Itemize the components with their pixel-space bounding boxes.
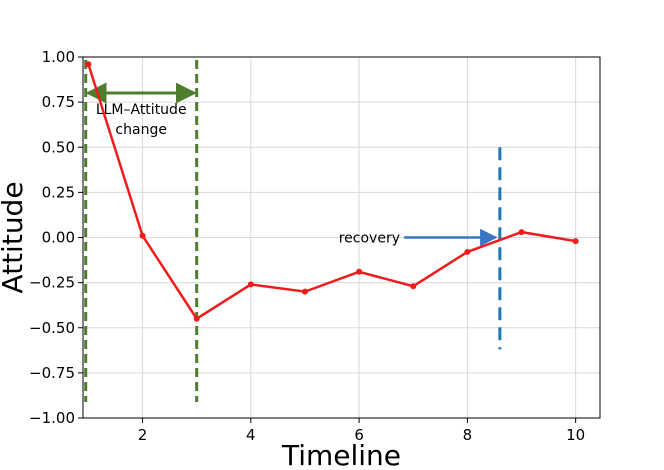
y-tick-label: −0.75 (29, 364, 75, 382)
y-tick-label: −0.50 (29, 319, 75, 337)
y-axis-label: Attitude (0, 181, 29, 293)
attitude-data-point (518, 229, 525, 236)
llm-change-label-line1: LLM–Attitude (96, 102, 187, 118)
attitude-data-point (464, 248, 471, 255)
y-tick-label: 1.00 (42, 48, 75, 66)
recovery-label: recovery (339, 231, 400, 247)
series (85, 61, 579, 322)
y-tick-label: −1.00 (29, 409, 75, 427)
attitude-data-point (193, 315, 200, 322)
attitude-data-point (301, 288, 308, 295)
y-tick-label: 0.25 (42, 183, 75, 201)
y-tick-label: 0.00 (42, 229, 75, 247)
x-tick-label: 4 (246, 426, 256, 444)
y-tick-label: −0.25 (29, 274, 75, 292)
x-tick-label: 2 (138, 426, 148, 444)
attitude-data-point (356, 268, 363, 275)
y-axis-ticks: 1.00 0.75 0.50 0.25 0.00 −0.25 −0.50 −0.75 −1.00 (29, 48, 83, 427)
x-tick-label: 6 (354, 426, 364, 444)
x-tick-label: 10 (566, 426, 585, 444)
llm-change-label-line2: change (115, 122, 167, 138)
y-tick-label: 0.75 (42, 93, 75, 111)
y-tick-label: 0.50 (42, 138, 75, 156)
attitude-data-point (247, 281, 254, 288)
attitude-data-point (572, 238, 579, 245)
attitude-series-line (87, 63, 576, 321)
attitude-data-point (139, 232, 146, 239)
attitude-data-point (410, 283, 417, 290)
x-axis-ticks: 2 4 6 8 10 (138, 418, 585, 444)
x-tick-label: 8 (463, 426, 473, 444)
x-axis-label: Timeline (281, 439, 401, 470)
annotations: LLM–Attitude change recovery (84, 60, 502, 402)
attitude-data-point (85, 61, 92, 68)
